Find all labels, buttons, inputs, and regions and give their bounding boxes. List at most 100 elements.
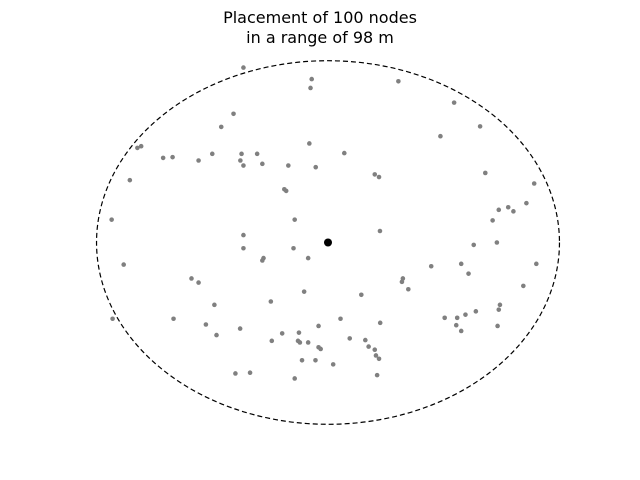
node-point-14	[239, 151, 244, 157]
node-point-97	[233, 371, 238, 376]
node-point-19	[196, 158, 201, 163]
node-point-41	[494, 240, 500, 245]
node-point-81	[214, 332, 219, 338]
node-point-54	[196, 280, 201, 285]
node-point-23	[286, 163, 291, 168]
node-point-87	[305, 340, 311, 345]
node-point-18	[160, 155, 166, 161]
node-point-36	[109, 217, 114, 222]
chart-title: Placement of 100 nodes in a range of 98 …	[0, 8, 640, 48]
node-point-20	[238, 158, 243, 163]
node-point-99	[374, 372, 380, 378]
node-point-35	[511, 209, 516, 214]
node-point-26	[376, 174, 382, 180]
node-point-8	[477, 124, 483, 129]
node-point-43	[291, 245, 296, 251]
node-point-61	[268, 299, 274, 304]
node-point-34	[496, 207, 502, 213]
node-point-62	[212, 302, 217, 308]
node-point-95	[313, 357, 318, 363]
node-point-25	[372, 172, 378, 177]
node-point-40	[241, 232, 246, 238]
node-point-24	[313, 164, 319, 170]
node-point-72	[377, 320, 383, 326]
node-point-71	[338, 316, 343, 322]
node-point-13	[209, 151, 215, 157]
node-point-63	[497, 302, 503, 308]
node-point-68	[171, 316, 176, 322]
node-point-37	[292, 217, 297, 222]
node-point-74	[316, 323, 321, 329]
node-point-1	[241, 65, 246, 70]
node-point-69	[442, 315, 447, 321]
node-point-11	[135, 145, 140, 151]
node-point-12	[307, 141, 312, 146]
node-point-67	[110, 316, 115, 322]
node-point-42	[471, 242, 477, 248]
node-point-100	[292, 376, 297, 381]
node-point-75	[237, 326, 243, 331]
node-point-29	[531, 181, 537, 186]
nodes-layer	[109, 65, 539, 381]
node-point-58	[521, 283, 526, 289]
node-point-28	[127, 177, 133, 183]
node-point-88	[366, 344, 371, 349]
node-point-92	[373, 353, 379, 358]
node-point-48	[121, 262, 126, 267]
node-point-52	[466, 271, 471, 276]
node-point-84	[269, 338, 275, 344]
node-point-57	[406, 286, 411, 292]
node-point-51	[428, 263, 434, 269]
node-point-2	[309, 76, 315, 82]
node-point-93	[376, 356, 382, 362]
node-point-49	[458, 261, 464, 267]
node-point-32	[524, 200, 529, 206]
node-point-91	[372, 347, 378, 353]
node-point-50	[534, 261, 539, 267]
node-point-64	[496, 307, 502, 312]
node-point-15	[254, 151, 260, 157]
node-point-16	[341, 150, 347, 156]
node-point-79	[296, 330, 302, 335]
node-point-94	[299, 357, 305, 363]
node-point-22	[260, 161, 265, 167]
node-point-47	[260, 258, 265, 263]
node-point-17	[170, 154, 175, 160]
node-point-21	[241, 163, 246, 168]
node-point-80	[279, 331, 285, 336]
node-point-53	[189, 276, 194, 281]
node-point-78	[458, 328, 464, 334]
node-point-98	[247, 370, 253, 376]
chart-title-line-1: Placement of 100 nodes	[223, 8, 417, 27]
node-point-96	[330, 362, 336, 367]
node-point-6	[231, 111, 236, 117]
node-point-44	[241, 245, 246, 251]
node-point-4	[396, 79, 401, 84]
node-point-9	[438, 133, 443, 139]
node-point-56	[399, 279, 405, 285]
center-node	[324, 238, 332, 247]
node-point-3	[308, 85, 313, 91]
node-point-39	[377, 228, 383, 234]
node-point-77	[495, 323, 500, 329]
node-point-59	[301, 289, 307, 294]
node-point-33	[505, 204, 511, 210]
node-point-31	[283, 188, 289, 194]
node-point-45	[305, 255, 311, 261]
node-point-73	[203, 322, 209, 327]
range-boundary-circle	[95, 60, 561, 425]
node-point-60	[359, 292, 364, 298]
node-point-38	[490, 218, 495, 223]
node-point-10	[138, 143, 144, 149]
node-point-83	[363, 337, 368, 343]
node-point-86	[297, 340, 303, 345]
node-point-90	[318, 346, 323, 352]
node-point-66	[463, 312, 468, 317]
node-point-27	[483, 170, 488, 176]
chart-title-line-2: in a range of 98 m	[246, 28, 394, 47]
node-point-82	[347, 336, 353, 341]
node-point-7	[218, 124, 224, 130]
node-point-70	[454, 315, 460, 321]
